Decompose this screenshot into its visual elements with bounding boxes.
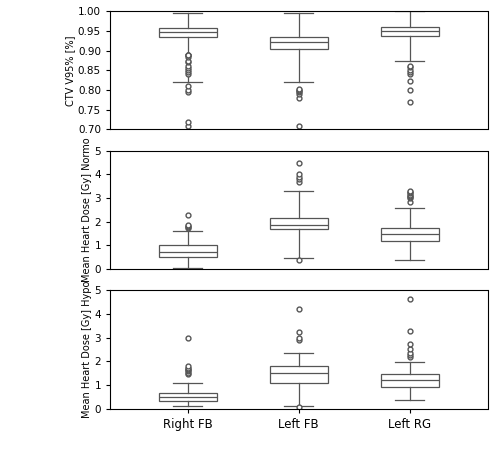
- PathPatch shape: [159, 246, 216, 257]
- PathPatch shape: [381, 374, 438, 387]
- PathPatch shape: [159, 392, 216, 401]
- Y-axis label: Mean Heart Dose [Gy] Hypo: Mean Heart Dose [Gy] Hypo: [82, 281, 92, 418]
- Y-axis label: Mean Heart Dose [Gy] Normo: Mean Heart Dose [Gy] Normo: [82, 137, 92, 282]
- Y-axis label: CTV V95% [%]: CTV V95% [%]: [65, 35, 75, 106]
- PathPatch shape: [270, 366, 328, 383]
- PathPatch shape: [270, 218, 328, 229]
- PathPatch shape: [159, 28, 216, 37]
- PathPatch shape: [381, 27, 438, 36]
- PathPatch shape: [381, 229, 438, 241]
- PathPatch shape: [270, 37, 328, 48]
